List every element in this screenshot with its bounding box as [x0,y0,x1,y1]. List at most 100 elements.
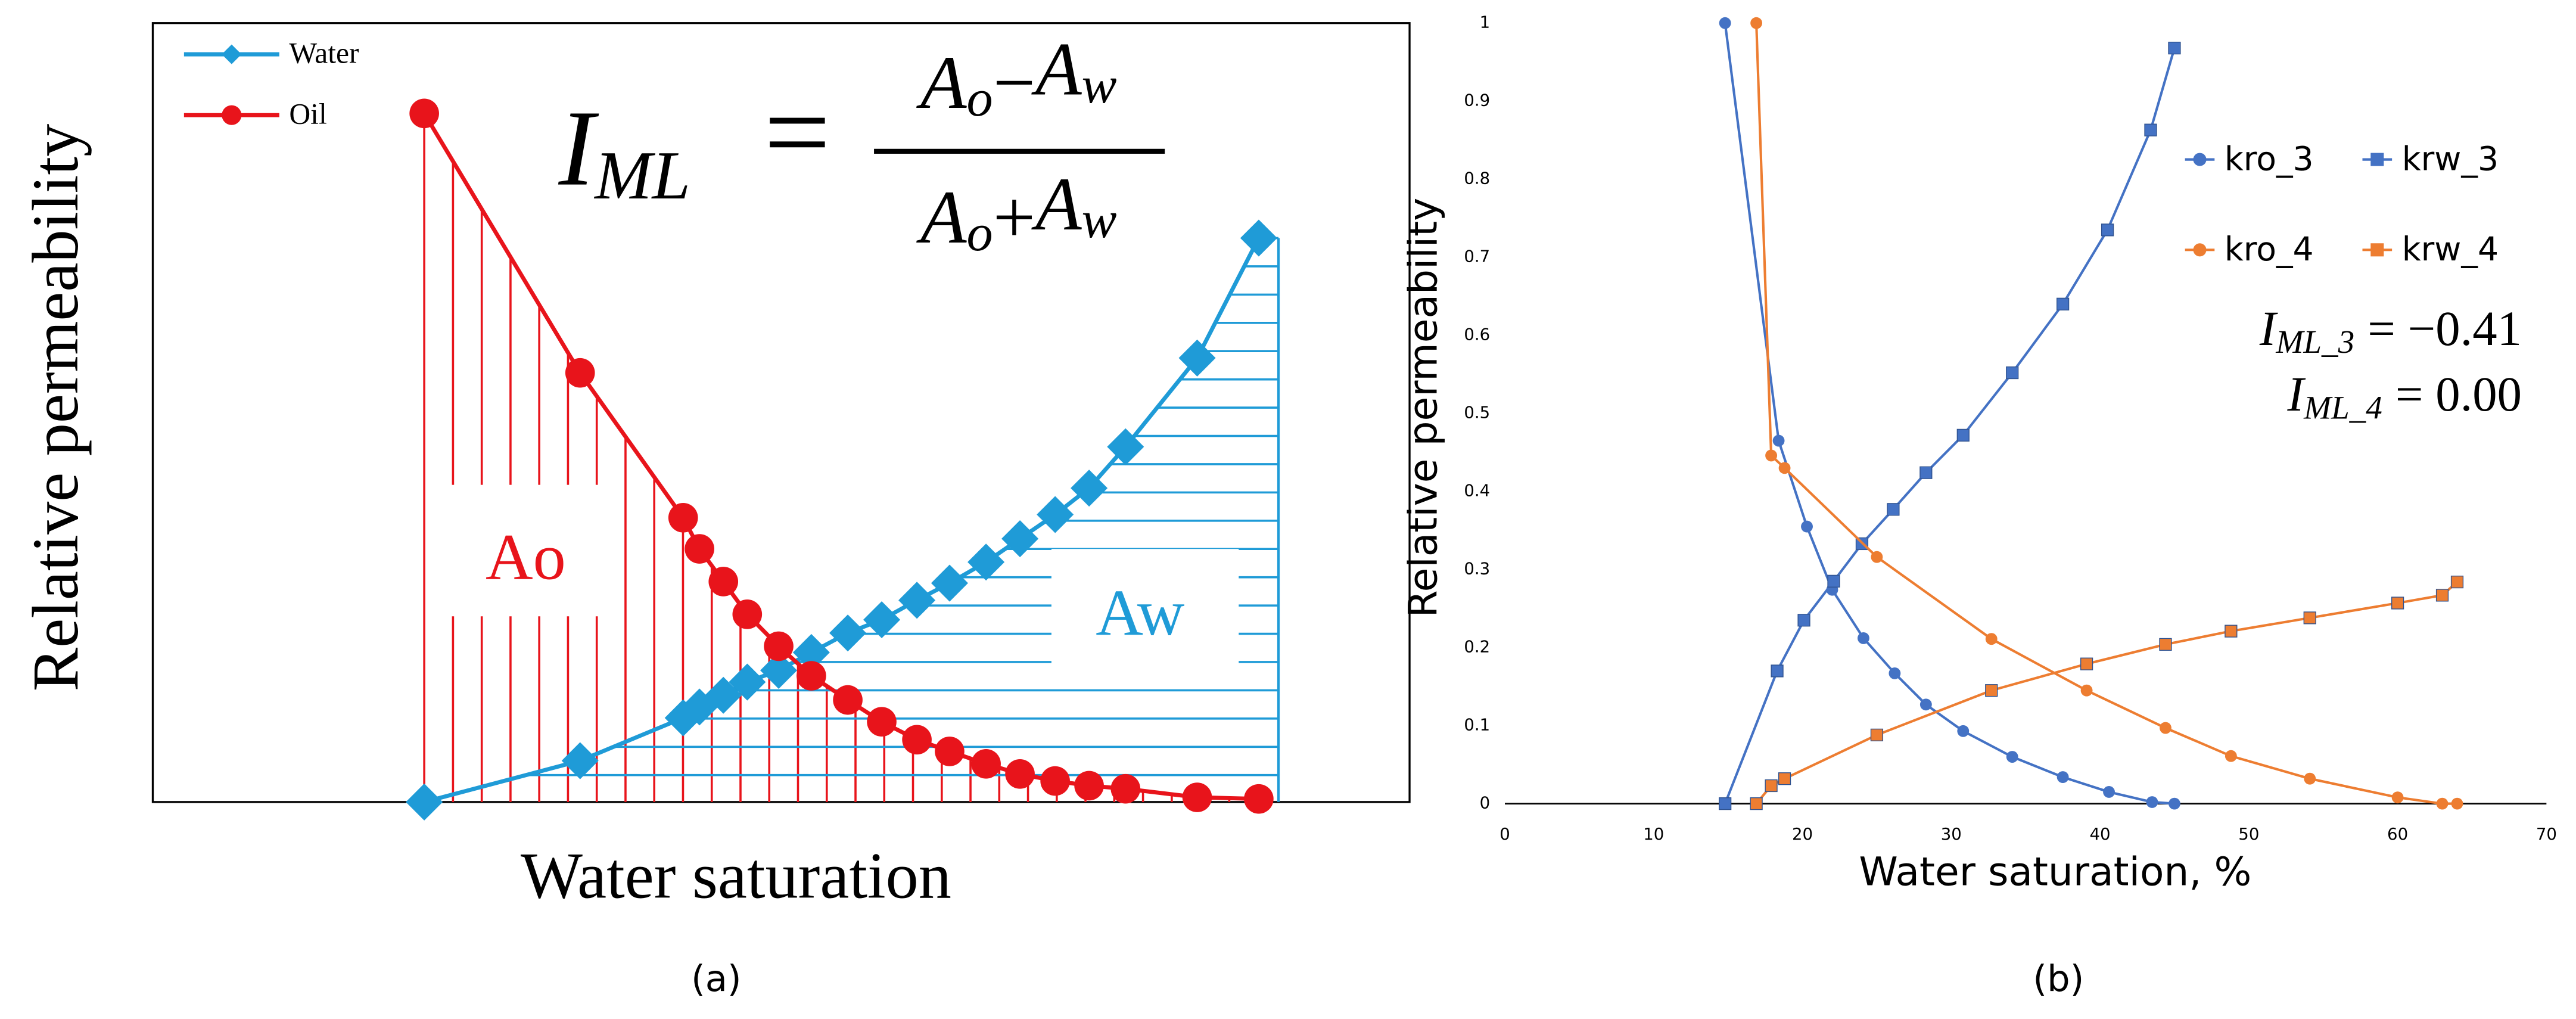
data-point [1871,551,1883,563]
data-point [2057,297,2070,310]
data-point [931,564,968,602]
formula-subscript: w [1082,191,1117,249]
data-point [1919,698,1932,711]
data-point [1919,466,1933,479]
data-point [2006,751,2018,763]
y-tick-label: 0.2 [1464,637,1490,657]
formula-symbol: + [993,176,1036,259]
x-tick-label: 0 [1499,824,1510,844]
x-axis-label: Water saturation [521,839,951,912]
formula-lhs: IML [558,88,691,213]
data-point [1778,462,1791,474]
x-tick-label: 40 [2090,824,2111,844]
data-point [2103,786,2115,798]
y-tick-label: 0.7 [1464,247,1490,266]
formula-subscript: o [966,69,993,128]
data-point [2169,797,2180,810]
data-point [729,663,766,701]
formula-symbol: A [1031,163,1082,246]
annotation-value: = −0.41 [2367,301,2522,356]
formula-subscript: w [1082,56,1117,114]
legend-label: Oil [289,97,326,130]
plot-frame [151,22,1411,803]
annotation-symbol: I [2287,366,2306,421]
data-point [685,534,714,564]
data-point [2435,589,2449,602]
annotation-subscript: ML_4 [2303,389,2382,425]
data-point [2303,611,2316,625]
data-point [1005,759,1035,789]
data-point [1719,797,1732,810]
data-point [1957,725,1970,737]
data-point [732,599,763,629]
data-point [764,631,794,661]
data-point [1110,773,1141,804]
data-point [2225,625,2238,638]
formula-numerator: Ao−Aw [916,28,1117,128]
y-axis-label: Relative permeability [1401,198,1446,618]
data-point [2160,722,2171,734]
data-point [1797,614,1810,627]
area-label-box [1051,549,1239,681]
data-point [1750,797,1763,810]
y-tick-label: 0.8 [1464,169,1490,188]
data-point [1074,771,1104,801]
data-point [1827,574,1840,588]
x-axis-label: Water saturation, % [1859,849,2251,894]
data-point [1778,772,1791,785]
data-point [2225,750,2237,762]
data-point [2146,796,2158,808]
data-point [705,676,742,714]
data-point [2168,42,2181,55]
legend-marker [222,105,242,125]
formula-symbol: A [916,41,967,125]
data-point [863,601,901,639]
data-point [967,543,1005,581]
formula-equals: = [764,66,830,197]
x-tick-label: 30 [1941,824,1962,844]
data-point [565,358,595,388]
annotation-symbol: I [2259,301,2278,356]
data-point [1772,434,1785,447]
formula-symbol: A [916,176,967,259]
data-point [935,737,965,766]
caption: (a) [691,958,742,1000]
data-point [2159,638,2172,651]
data-point [2391,791,2404,804]
y-tick-label: 0.9 [1464,91,1490,110]
y-tick-label: 0 [1480,793,1491,813]
legend-marker [2193,153,2207,166]
x-tick-label: 10 [1643,824,1664,844]
data-point [1985,633,1998,645]
formula-denominator: Ao+Aw [916,163,1117,262]
data-point [2080,684,2093,697]
data-point [971,748,1001,779]
data-point [1765,779,1778,793]
data-point [1887,503,1900,516]
data-point [1719,17,1731,29]
area-label: Ao [486,520,566,593]
legend-marker [2193,243,2207,257]
data-point [898,582,936,619]
data-point [2451,797,2463,810]
data-point [1001,520,1039,558]
data-point [1889,667,1901,679]
data-point [797,661,826,691]
y-tick-label: 0.3 [1464,559,1490,579]
legend-label: kro_4 [2225,231,2314,269]
y-tick-label: 0.4 [1464,481,1490,501]
legend-label: kro_3 [2225,141,2314,179]
annotation: IML_3 = −0.41 [2259,301,2522,360]
y-tick-label: 0.5 [1464,403,1490,422]
x-tick-label: 50 [2238,824,2259,844]
data-point [561,742,599,779]
data-point [1870,728,1884,741]
x-tick-label: 70 [2536,824,2557,844]
data-point [1244,784,1274,814]
formula-symbol: A [1031,28,1082,111]
formula-subscript: o [966,204,993,262]
data-point [681,688,718,726]
x-tick-label: 60 [2387,824,2408,844]
data-point [2057,771,2069,784]
